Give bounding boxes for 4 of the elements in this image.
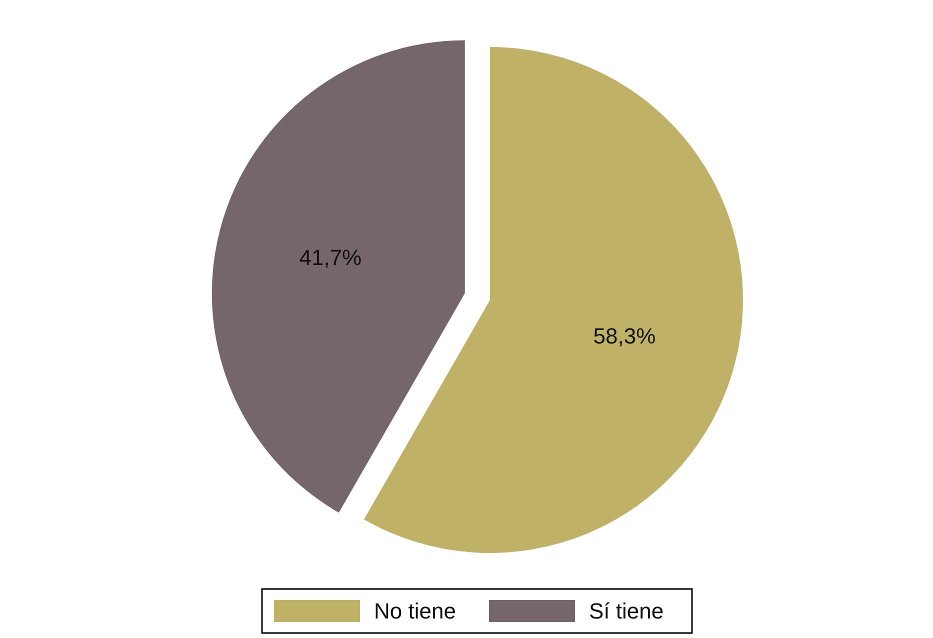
data-label: 58,3% — [593, 323, 656, 348]
data-label: 41,7% — [299, 244, 362, 270]
legend-label: Sí tiene — [589, 598, 664, 624]
legend-label: No tiene — [374, 598, 456, 624]
